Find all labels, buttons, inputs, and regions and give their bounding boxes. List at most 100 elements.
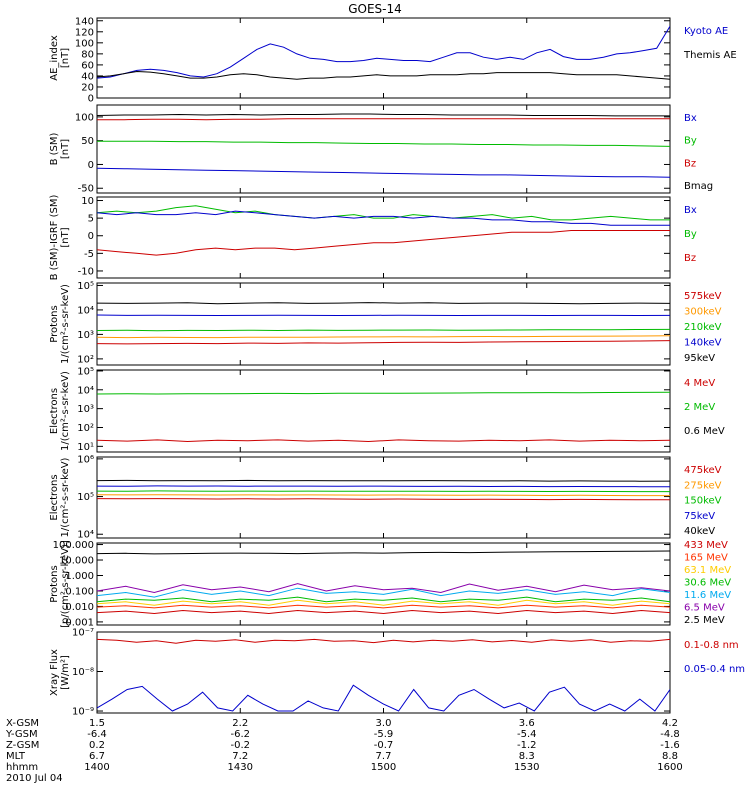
y-tick-label: 10⁻⁷ bbox=[72, 628, 94, 639]
legend-entry: 63.1 MeV bbox=[684, 565, 731, 576]
y-tick-label: 10.000 bbox=[59, 556, 94, 567]
x-axis-row-value: 7.2 bbox=[232, 751, 248, 762]
y-axis-label: [p/(cm²-s-sr-keV)] bbox=[60, 540, 71, 628]
y-tick-label: 0.100 bbox=[65, 586, 94, 597]
panel-bigrf: -10 -5 0 5 10 B (SM)-IGRF (SM) [nT] Bx By Bz bbox=[49, 195, 697, 281]
y-tick-label: 0 bbox=[88, 160, 94, 171]
series-line bbox=[97, 596, 670, 603]
y-tick-label: 0.001 bbox=[65, 617, 94, 628]
x-axis-row-value: 8.8 bbox=[662, 751, 678, 762]
panel-prot2: 0.001 0.010 0.100 1.000 10.000 100.000 Protons… bbox=[49, 540, 731, 628]
panel-bsm: -50 0 50 100 B (SM) [nT] Bx By Bz Bmag bbox=[49, 104, 713, 195]
panel-frame bbox=[96, 631, 671, 714]
series-line bbox=[97, 479, 670, 482]
x-axis-row-value: -4.8 bbox=[660, 729, 680, 740]
legend-entry: 2 MeV bbox=[684, 402, 715, 413]
legend-entry: 40keV bbox=[684, 526, 715, 537]
series-line bbox=[97, 609, 670, 615]
date-label: 2010 Jul 04 bbox=[6, 773, 63, 784]
x-axis-row-value: -0.7 bbox=[374, 740, 394, 751]
series-line bbox=[97, 302, 670, 305]
legend-entry: Bx bbox=[684, 113, 697, 124]
x-axis-row-value: 1500 bbox=[371, 762, 396, 773]
legend-entry: 275keV bbox=[684, 480, 722, 491]
x-axis-row-value: 1600 bbox=[657, 762, 682, 773]
x-axis-row-value: 1400 bbox=[84, 762, 109, 773]
y-tick-label: -5 bbox=[84, 249, 94, 260]
y-tick-label: 10⁻⁸ bbox=[72, 667, 94, 678]
legend-entry: 4 MeV bbox=[684, 378, 715, 389]
y-axis-label: [nT] bbox=[60, 139, 71, 159]
panel-frame bbox=[96, 196, 671, 279]
x-axis-row-value: -1.2 bbox=[517, 740, 537, 751]
y-axis-label: 1/(cm²-s-sr-keV) bbox=[60, 371, 71, 451]
legend-entry: Bz bbox=[684, 253, 696, 264]
legend-entry: By bbox=[684, 136, 697, 147]
y-axis-label: [nT] bbox=[60, 227, 71, 247]
y-tick-label: 0.010 bbox=[65, 602, 94, 613]
x-axis-row-value: 2.2 bbox=[232, 718, 248, 729]
panel-prot1: 10² 10³ 10⁴ 10⁵ Protons 1/(cm²-s-sr-keV) 575ke… bbox=[49, 281, 722, 366]
y-axis-label: 1/(cm²-s-sr-keV) bbox=[60, 284, 71, 364]
series-line bbox=[97, 314, 670, 317]
series-line bbox=[97, 684, 670, 712]
y-axis-label: Protons bbox=[49, 305, 60, 342]
x-axis-row-value: 1430 bbox=[228, 762, 253, 773]
series-line bbox=[97, 439, 670, 443]
y-tick-label: 100 bbox=[75, 38, 94, 49]
panel-elec2: 10⁴ 10⁵ 10⁶ Electrons 1/(cm²-s-sr-keV) 475keV… bbox=[49, 454, 722, 540]
legend-entry: 0.6 MeV bbox=[684, 426, 725, 437]
x-axis-row-value: 3.6 bbox=[519, 718, 535, 729]
series-line bbox=[97, 140, 670, 147]
series-line bbox=[97, 490, 670, 493]
legend-entry: 475keV bbox=[684, 465, 722, 476]
series-line bbox=[97, 485, 670, 488]
legend-entry: 11.6 MeV bbox=[684, 590, 731, 601]
legend-entry: 575keV bbox=[684, 291, 722, 302]
series-line bbox=[97, 167, 670, 178]
x-axis-row-value: -1.6 bbox=[660, 740, 680, 751]
y-axis-label: Electrons bbox=[49, 388, 60, 434]
legend-entry: Bmag bbox=[684, 181, 713, 192]
y-axis-label: AE_index bbox=[49, 35, 60, 81]
legend-entry: 140keV bbox=[684, 338, 722, 349]
series-line bbox=[97, 113, 670, 117]
series-line bbox=[97, 638, 670, 644]
y-tick-label: 10⁵ bbox=[77, 281, 94, 292]
series-line bbox=[97, 587, 670, 598]
x-axis-row-label: MLT bbox=[6, 751, 26, 762]
legend-entry: Kyoto AE bbox=[684, 26, 728, 37]
y-tick-label: -50 bbox=[78, 184, 94, 195]
y-tick-label: 80 bbox=[81, 49, 94, 60]
series-line bbox=[97, 210, 670, 226]
x-axis-row-value: 1.5 bbox=[89, 718, 105, 729]
x-axis-row-value: 0.2 bbox=[89, 740, 105, 751]
y-tick-label: 40 bbox=[81, 71, 94, 82]
y-tick-label: 20 bbox=[81, 82, 94, 93]
y-tick-label: 10⁴ bbox=[77, 385, 94, 396]
y-axis-label: Protons bbox=[49, 565, 60, 602]
series-line bbox=[97, 604, 670, 609]
y-tick-label: -10 bbox=[78, 266, 94, 277]
y-tick-label: 10² bbox=[77, 354, 94, 365]
panel-frame bbox=[96, 104, 671, 194]
series-line bbox=[97, 26, 670, 79]
x-axis-table: X-GSM 1.5 2.2 3.0 3.6 4.2 Y-GSM -6.4 -6.2 -5.9 -5.… bbox=[5, 718, 683, 784]
y-axis-label: [W/m²] bbox=[60, 655, 71, 690]
y-tick-label: 10¹ bbox=[77, 442, 94, 453]
legend-entry: Bx bbox=[684, 205, 697, 216]
y-tick-label: 10⁵ bbox=[77, 492, 94, 503]
y-tick-label: 10² bbox=[77, 423, 94, 434]
y-tick-label: 10³ bbox=[77, 404, 94, 415]
panel-frame bbox=[96, 542, 671, 626]
series-line bbox=[97, 328, 670, 332]
series-line bbox=[97, 335, 670, 339]
series-line bbox=[97, 230, 670, 256]
y-tick-label: 10⁴ bbox=[77, 530, 94, 541]
y-tick-label: 10³ bbox=[77, 330, 94, 341]
series-line bbox=[97, 118, 670, 121]
y-tick-label: 50 bbox=[81, 136, 94, 147]
panel-frame bbox=[96, 456, 671, 539]
